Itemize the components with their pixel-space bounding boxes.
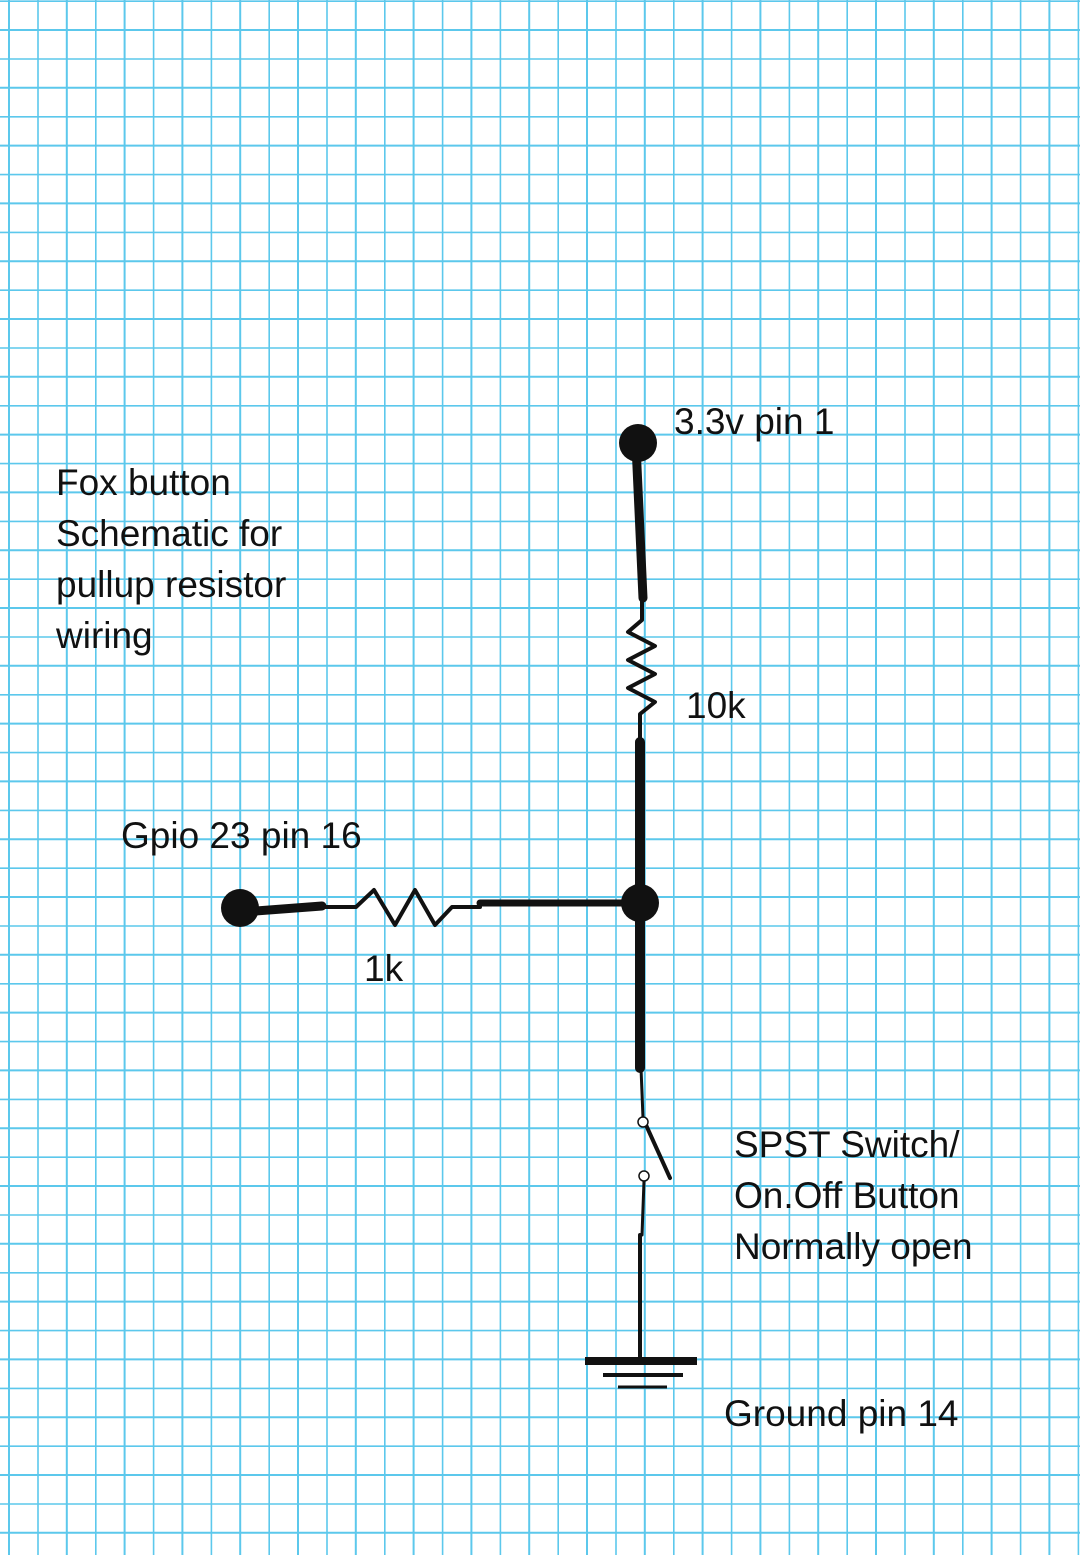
switch-label: SPST Switch/ On.Off Button Normally open (734, 1119, 973, 1272)
switch-label-line: SPST Switch/ (734, 1124, 960, 1165)
description-line: pullup resistor (56, 564, 287, 605)
series-resistor-value-label: 1k (364, 948, 404, 989)
switch-lower-lead (640, 1179, 646, 1237)
pullup-resistor-10k (626, 596, 657, 744)
switch-upper-lead (639, 1066, 645, 1120)
description-line: wiring (56, 615, 153, 656)
series-resistor-1k (320, 888, 482, 927)
gpio-terminal-dot (221, 889, 259, 927)
ground-symbol (585, 1357, 697, 1389)
switch-label-line: Normally open (734, 1226, 973, 1267)
junction-dot (621, 884, 659, 922)
switch-contact-top (637, 1116, 649, 1128)
switch-blade (644, 1123, 672, 1180)
switch-label-line: On.Off Button (734, 1175, 960, 1216)
gpio-pin-label: Gpio 23 pin 16 (121, 815, 362, 856)
power-pin-label: 3.3v pin 1 (674, 401, 835, 442)
description-line: Fox button (56, 462, 231, 503)
vcc-terminal-dot (619, 424, 657, 462)
switch-contact-bottom (638, 1170, 650, 1182)
vcc-lead-wire (631, 440, 648, 603)
ground-pin-label: Ground pin 14 (724, 1393, 959, 1434)
description-line: Schematic for (56, 513, 283, 554)
pullup-resistor-value-label: 10k (686, 685, 746, 726)
schematic-description: Fox button Schematic for pullup resistor… (56, 457, 286, 661)
